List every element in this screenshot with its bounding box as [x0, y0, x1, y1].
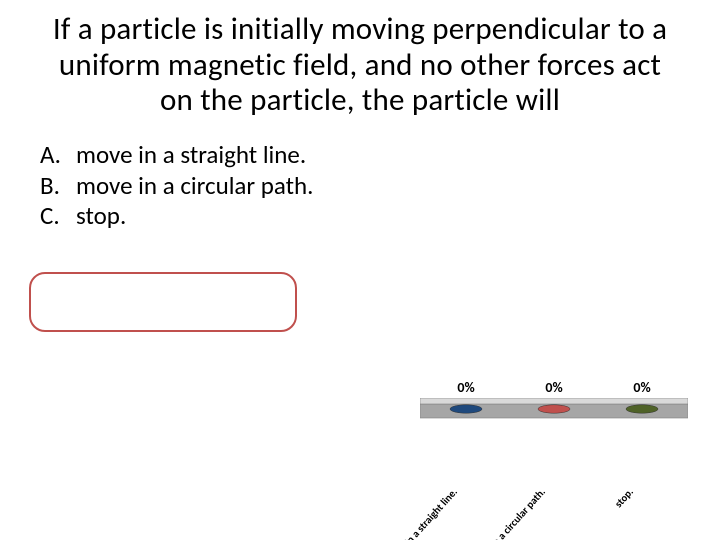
answer-b[interactable]: B. move in a circular path.	[40, 172, 390, 201]
x-label-3: stop.	[612, 485, 636, 510]
percent-row: 0% 0% 0%	[420, 379, 688, 398]
response-chart: 0% 0% 0% move in a straight line. move i…	[420, 379, 688, 500]
answer-text: move in a circular path.	[76, 172, 390, 201]
slide: If a particle is initially moving perpen…	[0, 0, 720, 540]
x-label-2: move in a circular path.	[470, 485, 548, 540]
answer-a[interactable]: A. move in a straight line.	[40, 141, 390, 170]
percent-label-3: 0%	[602, 379, 682, 396]
answer-text: move in a straight line.	[76, 141, 390, 170]
question-text: If a particle is initially moving perpen…	[40, 12, 680, 119]
percent-label-1: 0%	[426, 379, 506, 396]
x-label-1: move in a straight line.	[384, 485, 460, 540]
answer-letter: C.	[40, 202, 76, 231]
bar-chart-base	[420, 398, 688, 420]
x-axis-labels: move in a straight line. move in a circu…	[420, 420, 688, 500]
answer-text: stop.	[76, 202, 390, 231]
percent-label-2: 0%	[514, 379, 594, 396]
correct-answer-highlight	[29, 272, 297, 332]
answer-letter: B.	[40, 172, 76, 201]
answer-letter: A.	[40, 141, 76, 170]
answer-c[interactable]: C. stop.	[40, 202, 390, 231]
answer-list: A. move in a straight line. B. move in a…	[40, 141, 390, 231]
